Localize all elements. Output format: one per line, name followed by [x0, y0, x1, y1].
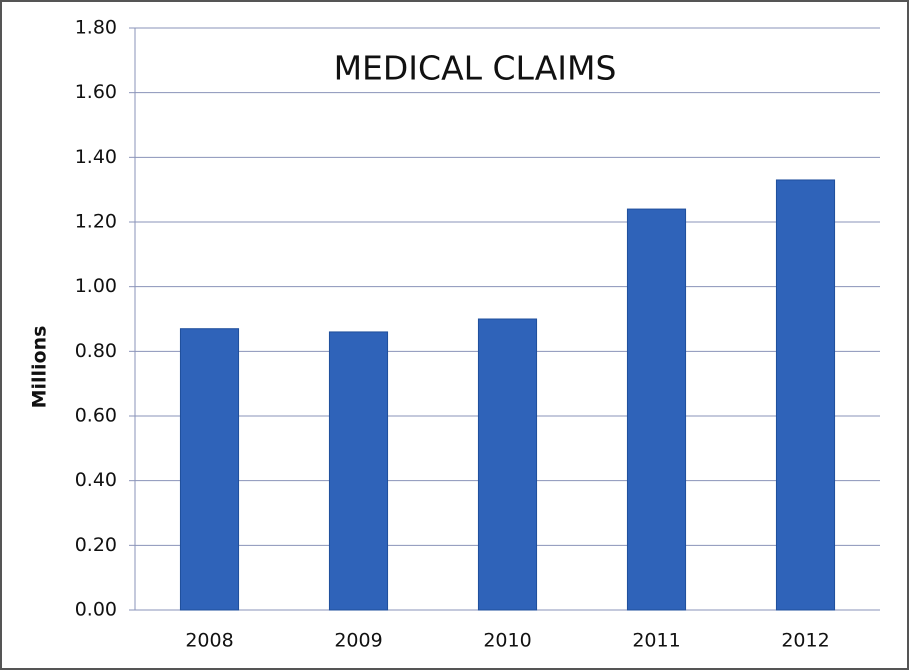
x-tick-label: 2010 — [483, 630, 531, 652]
x-tick-label: 2009 — [334, 630, 382, 652]
bar — [775, 179, 836, 611]
x-tick-label: 2011 — [632, 630, 680, 652]
y-tick-label: 0.80 — [75, 340, 117, 362]
y-tick-label: 1.60 — [75, 81, 117, 103]
y-tick-label: 0.40 — [75, 469, 117, 491]
chart-title: MEDICAL CLAIMS — [334, 49, 617, 88]
bar — [179, 328, 240, 611]
y-tick-label: 1.20 — [75, 211, 117, 233]
bar — [477, 318, 538, 611]
bar — [328, 331, 389, 611]
x-tick-label: 2012 — [781, 630, 829, 652]
bar — [626, 208, 687, 611]
y-tick-label: 1.80 — [75, 17, 117, 39]
y-tick-label: 0.20 — [75, 534, 117, 556]
y-tick-label: 1.40 — [75, 146, 117, 168]
y-tick-label: 1.00 — [75, 275, 117, 297]
y-tick-label: 0.00 — [75, 599, 117, 621]
y-axis-title: Millions — [29, 326, 51, 409]
y-tick-label: 0.60 — [75, 405, 117, 427]
x-tick-label: 2008 — [185, 630, 233, 652]
